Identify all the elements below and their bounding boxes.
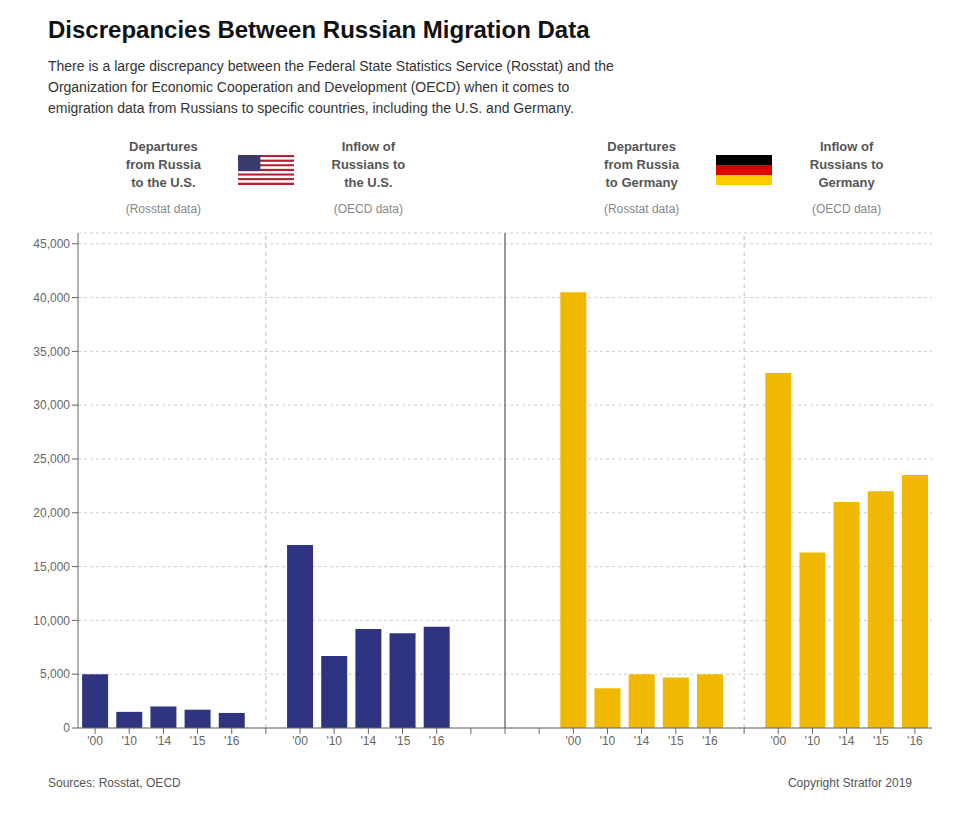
html-text:Inflow of Russians to Germany: Inflow of Russians to Germany — [809, 139, 884, 191]
svg-text:20,000: 20,000 — [33, 506, 70, 520]
svg-text:'15: '15 — [190, 734, 206, 748]
html-text:Departures from Russia to the: Departures from Russia to the U.S. — [125, 139, 201, 191]
svg-text:'10: '10 — [600, 734, 616, 748]
html-text:(OECD data): (OECD data) — [333, 202, 403, 216]
svg-text:'15: '15 — [395, 734, 411, 748]
svg-text:'14: '14 — [839, 734, 855, 748]
html-text:(OECD data): (OECD data) — [811, 202, 882, 216]
html-text:Sources: Rosstat, OECD: Sources: Rosstat, OECD — [48, 776, 181, 790]
html-text:(Rosstat data): (Rosstat data) — [125, 202, 202, 216]
html-text:Discrepancies Between Russian: Discrepancies Between Russian Migration … — [48, 16, 590, 43]
svg-text:15,000: 15,000 — [33, 560, 70, 574]
html-text:(Rosstat data): (Rosstat data) — [603, 202, 680, 216]
svg-text:0: 0 — [63, 721, 70, 735]
svg-text:10,000: 10,000 — [33, 614, 70, 628]
svg-text:'00: '00 — [770, 734, 786, 748]
svg-text:25,000: 25,000 — [33, 452, 70, 466]
svg-text:40,000: 40,000 — [33, 291, 70, 305]
svg-text:30,000: 30,000 — [33, 398, 70, 412]
svg-text:'15: '15 — [873, 734, 889, 748]
svg-text:'14: '14 — [361, 734, 377, 748]
html-text:Departures from Russia to Germ: Departures from Russia to Germany — [604, 139, 680, 191]
svg-text:'16: '16 — [907, 734, 923, 748]
html-text:Copyright Stratfor 2019: Copyright Stratfor 2019 — [787, 776, 912, 790]
svg-text:'00: '00 — [565, 734, 581, 748]
svg-text:'10: '10 — [121, 734, 137, 748]
svg-text:'15: '15 — [668, 734, 684, 748]
svg-text:'10: '10 — [326, 734, 342, 748]
html-text:There is a large discrepancy b: There is a large discrepancy between the… — [48, 58, 614, 116]
html-text:Inflow of Russians to the U.S.: Inflow of Russians to the U.S. — [331, 139, 406, 191]
svg-text:'00: '00 — [87, 734, 103, 748]
svg-text:5,000: 5,000 — [40, 667, 70, 681]
svg-text:'16: '16 — [429, 734, 445, 748]
svg-text:'14: '14 — [634, 734, 650, 748]
svg-text:'14: '14 — [156, 734, 172, 748]
svg-text:'00: '00 — [292, 734, 308, 748]
svg-text:'16: '16 — [224, 734, 240, 748]
svg-text:'16: '16 — [702, 734, 718, 748]
svg-text:35,000: 35,000 — [33, 345, 70, 359]
svg-text:'10: '10 — [805, 734, 821, 748]
svg-text:45,000: 45,000 — [33, 237, 70, 251]
